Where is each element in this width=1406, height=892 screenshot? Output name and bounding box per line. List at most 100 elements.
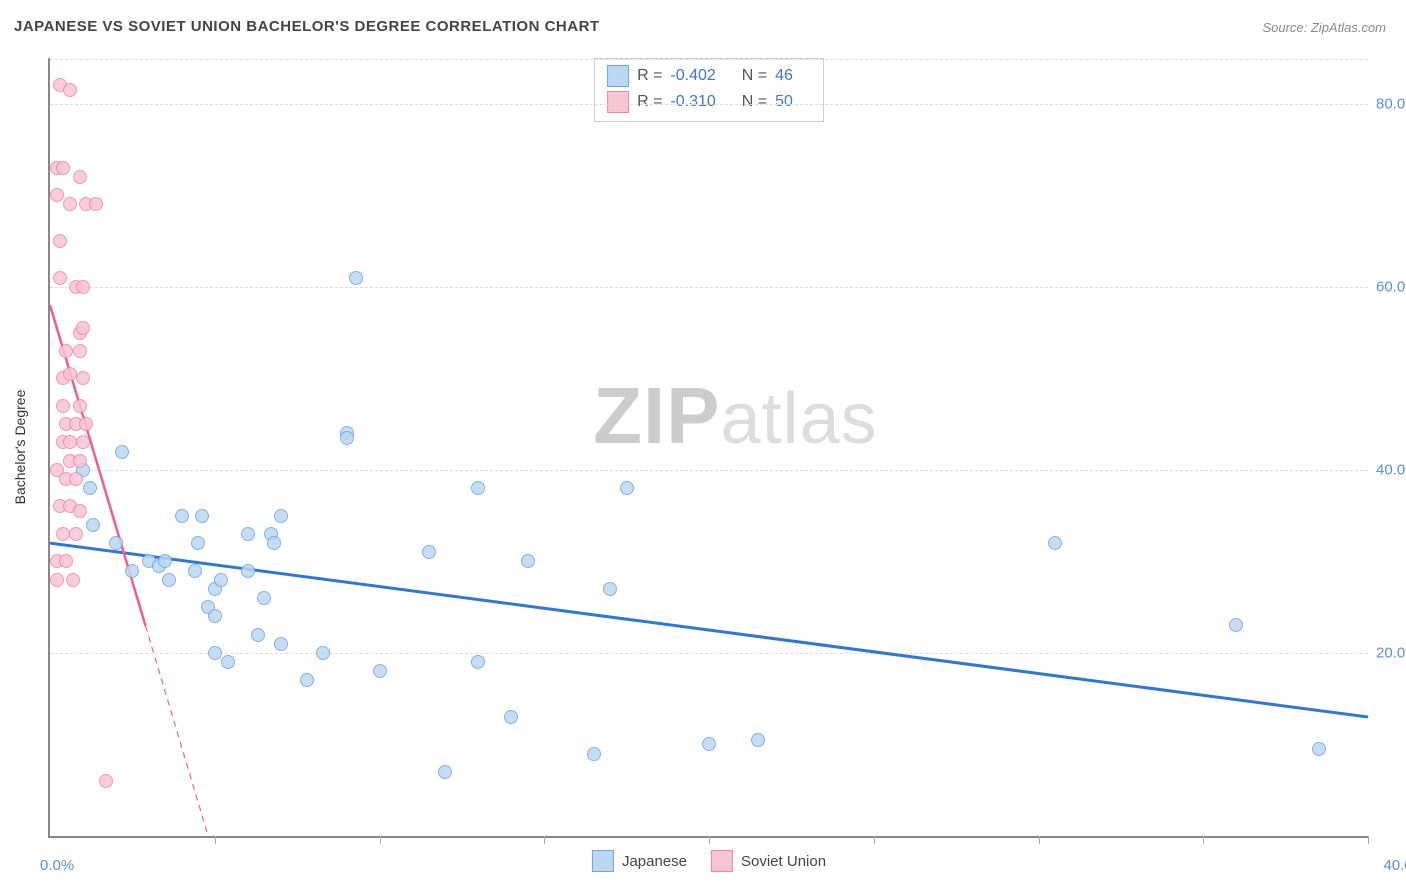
n-label: N = xyxy=(742,89,767,115)
x-axis-end-label: 40.0% xyxy=(1383,857,1406,874)
legend-label-soviet: Soviet Union xyxy=(741,853,826,870)
data-point xyxy=(73,170,87,184)
chart-title: JAPANESE VS SOVIET UNION BACHELOR'S DEGR… xyxy=(14,18,600,35)
n-label: N = xyxy=(742,63,767,89)
data-point xyxy=(79,417,93,431)
data-point xyxy=(56,399,70,413)
data-point xyxy=(99,774,113,788)
data-point xyxy=(63,435,77,449)
gridline xyxy=(50,470,1368,471)
data-point xyxy=(56,161,70,175)
watermark-rest: atlas xyxy=(721,379,878,459)
stats-legend-box: R = -0.402 N = 46 R = -0.310 N = 50 xyxy=(594,58,824,122)
y-tick-label: 80.0% xyxy=(1376,95,1406,112)
data-point xyxy=(471,655,485,669)
x-tick xyxy=(1039,836,1040,844)
data-point xyxy=(349,271,363,285)
data-point xyxy=(438,765,452,779)
r-label: R = xyxy=(637,63,662,89)
data-point xyxy=(274,637,288,651)
n-value-japanese: 46 xyxy=(775,63,793,89)
x-axis-start-label: 0.0% xyxy=(40,857,74,874)
data-point xyxy=(751,733,765,747)
data-point xyxy=(158,554,172,568)
gridline xyxy=(50,287,1368,288)
legend-item-japanese: Japanese xyxy=(592,850,687,872)
data-point xyxy=(63,83,77,97)
swatch-soviet xyxy=(607,91,629,113)
bottom-legend: Japanese Soviet Union xyxy=(592,850,826,872)
x-tick xyxy=(874,836,875,844)
data-point xyxy=(241,527,255,541)
n-value-soviet: 50 xyxy=(775,89,793,115)
gridline xyxy=(50,653,1368,654)
data-point xyxy=(76,321,90,335)
data-point xyxy=(50,573,64,587)
data-point xyxy=(89,197,103,211)
data-point xyxy=(208,646,222,660)
data-point xyxy=(587,747,601,761)
stats-row-japanese: R = -0.402 N = 46 xyxy=(607,63,811,89)
r-value-japanese: -0.402 xyxy=(670,63,715,89)
y-axis-label: Bachelor's Degree xyxy=(12,390,28,505)
data-point xyxy=(83,481,97,495)
data-point xyxy=(59,554,73,568)
data-point xyxy=(69,527,83,541)
data-point xyxy=(56,527,70,541)
x-tick xyxy=(380,836,381,844)
gridline xyxy=(50,59,1368,60)
x-tick xyxy=(544,836,545,844)
data-point xyxy=(1048,536,1062,550)
data-point xyxy=(620,481,634,495)
data-point xyxy=(267,536,281,550)
data-point xyxy=(53,234,67,248)
data-point xyxy=(188,564,202,578)
data-point xyxy=(109,536,123,550)
x-tick xyxy=(1203,836,1204,844)
data-point xyxy=(73,454,87,468)
data-point xyxy=(316,646,330,660)
swatch-japanese xyxy=(607,65,629,87)
data-point xyxy=(63,367,77,381)
data-point xyxy=(221,655,235,669)
data-point xyxy=(191,536,205,550)
data-point xyxy=(214,573,228,587)
data-point xyxy=(73,504,87,518)
data-point xyxy=(1312,742,1326,756)
data-point xyxy=(274,509,288,523)
data-point xyxy=(175,509,189,523)
data-point xyxy=(59,344,73,358)
data-point xyxy=(125,564,139,578)
legend-item-soviet: Soviet Union xyxy=(711,850,826,872)
data-point xyxy=(1229,618,1243,632)
data-point xyxy=(257,591,271,605)
data-point xyxy=(76,435,90,449)
data-point xyxy=(373,664,387,678)
legend-label-japanese: Japanese xyxy=(622,853,687,870)
gridline xyxy=(50,104,1368,105)
data-point xyxy=(76,371,90,385)
swatch-soviet xyxy=(711,850,733,872)
data-point xyxy=(73,399,87,413)
data-point xyxy=(702,737,716,751)
data-point xyxy=(241,564,255,578)
data-point xyxy=(208,609,222,623)
data-point xyxy=(53,271,67,285)
data-point xyxy=(66,573,80,587)
stats-row-soviet: R = -0.310 N = 50 xyxy=(607,89,811,115)
data-point xyxy=(63,197,77,211)
source-credit: Source: ZipAtlas.com xyxy=(1262,20,1386,35)
data-point xyxy=(195,509,209,523)
x-tick xyxy=(1368,836,1369,844)
data-point xyxy=(76,280,90,294)
data-point xyxy=(422,545,436,559)
data-point xyxy=(471,481,485,495)
data-point xyxy=(300,673,314,687)
data-point xyxy=(86,518,100,532)
swatch-japanese xyxy=(592,850,614,872)
data-point xyxy=(115,445,129,459)
regression-lines xyxy=(50,58,1368,836)
scatter-plot: Bachelor's Degree ZIPatlas R = -0.402 N … xyxy=(48,58,1368,838)
y-tick-label: 60.0% xyxy=(1376,278,1406,295)
r-label: R = xyxy=(637,89,662,115)
